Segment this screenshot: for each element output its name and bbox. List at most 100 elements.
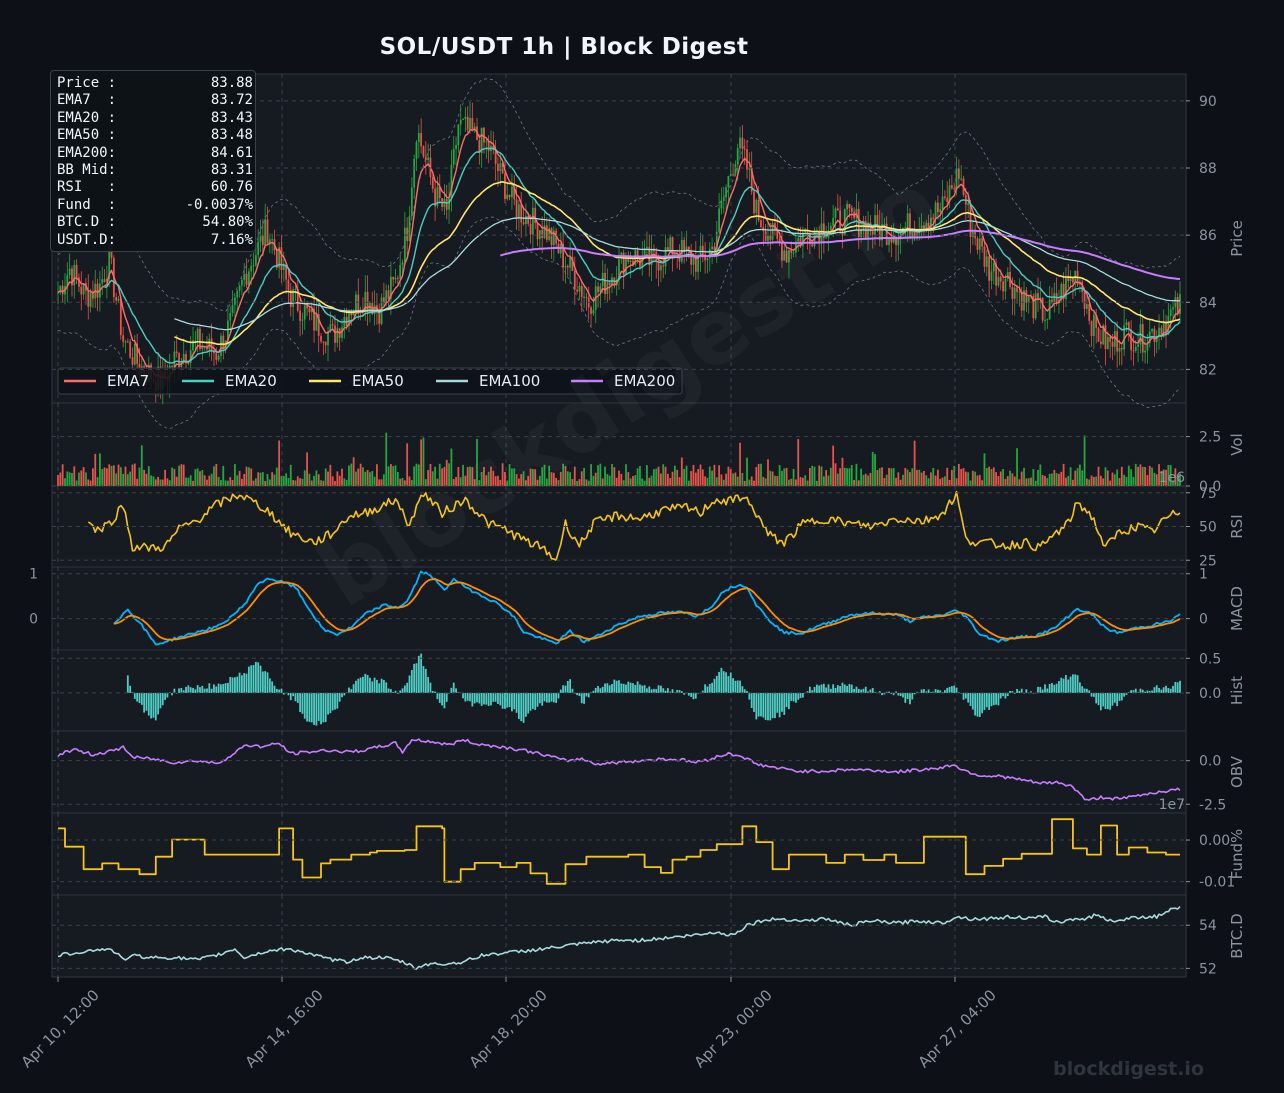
volume-bar bbox=[238, 470, 241, 486]
candle-body bbox=[862, 220, 865, 230]
volume-bar bbox=[138, 467, 141, 486]
volume-bar bbox=[317, 474, 320, 486]
candle-body bbox=[769, 235, 772, 240]
volume-bar bbox=[441, 468, 443, 486]
volume-bar bbox=[129, 471, 132, 486]
hist-bar bbox=[352, 684, 355, 693]
hist-bar bbox=[748, 692, 751, 700]
candle-body bbox=[504, 173, 506, 200]
volume-bar bbox=[1041, 474, 1044, 486]
axis-label-rsi: RSI bbox=[1228, 514, 1246, 538]
volume-bar bbox=[885, 474, 888, 486]
volume-bar bbox=[566, 471, 569, 486]
y-tick-label-rsi: 75 bbox=[1199, 486, 1217, 502]
volume-bar bbox=[494, 476, 497, 486]
volume-bar bbox=[420, 439, 423, 486]
price-legend: EMA7 EMA20 EMA50 EMA100 EMA200 bbox=[57, 367, 683, 395]
candle-body bbox=[1013, 287, 1016, 299]
candle-body bbox=[1081, 281, 1084, 292]
candle-body bbox=[457, 124, 460, 146]
info-key: EMA200: bbox=[57, 144, 117, 161]
hist-bar bbox=[790, 692, 793, 701]
volume-bar bbox=[918, 469, 921, 486]
hist-bar bbox=[126, 675, 129, 693]
hist-bar bbox=[1174, 681, 1177, 693]
volume-bar bbox=[1167, 465, 1170, 486]
hist-bar bbox=[448, 692, 450, 694]
hist-bar bbox=[576, 692, 578, 696]
volume-bar bbox=[133, 463, 136, 486]
info-key: EMA50 : bbox=[57, 127, 117, 144]
candle-body bbox=[734, 164, 737, 175]
volume-bar bbox=[1085, 478, 1088, 486]
hist-bar bbox=[895, 691, 897, 693]
volume-bar bbox=[1046, 478, 1049, 486]
volume-bar bbox=[1044, 476, 1046, 486]
hist-bar bbox=[1032, 692, 1035, 694]
candle-body bbox=[401, 262, 404, 265]
axis-label-fund: Fund% bbox=[1228, 829, 1246, 880]
hist-bar bbox=[259, 665, 262, 693]
volume-bar bbox=[376, 464, 378, 486]
hist-bar bbox=[166, 692, 169, 698]
candle-body bbox=[1141, 324, 1144, 353]
candle-body bbox=[387, 290, 390, 299]
volume-bar bbox=[327, 471, 329, 486]
volume-bar bbox=[431, 471, 434, 486]
candle-body bbox=[618, 259, 620, 280]
candle-body bbox=[322, 341, 325, 343]
y-tick-label-hist: 0.0 bbox=[1199, 686, 1221, 702]
hist-bar bbox=[422, 666, 425, 693]
volume-bar bbox=[971, 470, 974, 486]
hist-bar bbox=[997, 692, 1000, 706]
hist-bar bbox=[1148, 691, 1151, 693]
volume-bar bbox=[946, 467, 949, 486]
hist-bar bbox=[971, 692, 974, 710]
volume-bar bbox=[387, 466, 390, 486]
candle-body bbox=[129, 341, 132, 358]
volume-bar bbox=[73, 466, 76, 486]
candle-body bbox=[1016, 287, 1018, 293]
volume-bar bbox=[147, 466, 150, 486]
hist-bar bbox=[224, 683, 227, 693]
volume-bar bbox=[266, 474, 269, 486]
candle-body bbox=[562, 243, 565, 268]
candle-body bbox=[729, 174, 732, 177]
hist-bar bbox=[343, 692, 346, 696]
volume-bar bbox=[336, 471, 339, 486]
hist-bar bbox=[650, 689, 653, 693]
volume-bar bbox=[413, 466, 416, 486]
candle-body bbox=[313, 308, 315, 331]
candle-body bbox=[953, 188, 956, 190]
volume-bar bbox=[457, 466, 460, 486]
hist-bar bbox=[660, 685, 662, 693]
hist-bar bbox=[1044, 684, 1046, 693]
hist-bar bbox=[825, 687, 828, 693]
hist-bar bbox=[1058, 681, 1060, 693]
hist-bar bbox=[310, 692, 313, 723]
candle-body bbox=[1092, 314, 1095, 336]
candle-body bbox=[173, 351, 176, 368]
hist-bar bbox=[257, 662, 260, 693]
candle-body bbox=[701, 245, 704, 255]
hist-bar bbox=[192, 687, 194, 693]
candle-body bbox=[399, 264, 402, 279]
volume-bar bbox=[543, 464, 546, 486]
candle-body bbox=[247, 271, 250, 286]
hist-bar bbox=[389, 689, 392, 693]
hist-bar bbox=[1048, 684, 1051, 693]
candle-body bbox=[743, 148, 746, 150]
hist-bar bbox=[680, 691, 683, 693]
hist-bar bbox=[734, 680, 737, 693]
candle-body bbox=[713, 246, 716, 250]
x-tick-label: Apr 10, 12:00 bbox=[18, 986, 103, 1071]
volume-bar bbox=[767, 459, 769, 486]
hist-bar bbox=[254, 661, 257, 693]
volume-bar bbox=[1051, 473, 1053, 486]
hist-bar bbox=[348, 687, 350, 693]
candle-body bbox=[545, 225, 548, 240]
hist-bar bbox=[913, 692, 916, 695]
volume-bar bbox=[159, 479, 162, 486]
hist-bar bbox=[836, 685, 839, 693]
volume-bar bbox=[334, 481, 336, 486]
